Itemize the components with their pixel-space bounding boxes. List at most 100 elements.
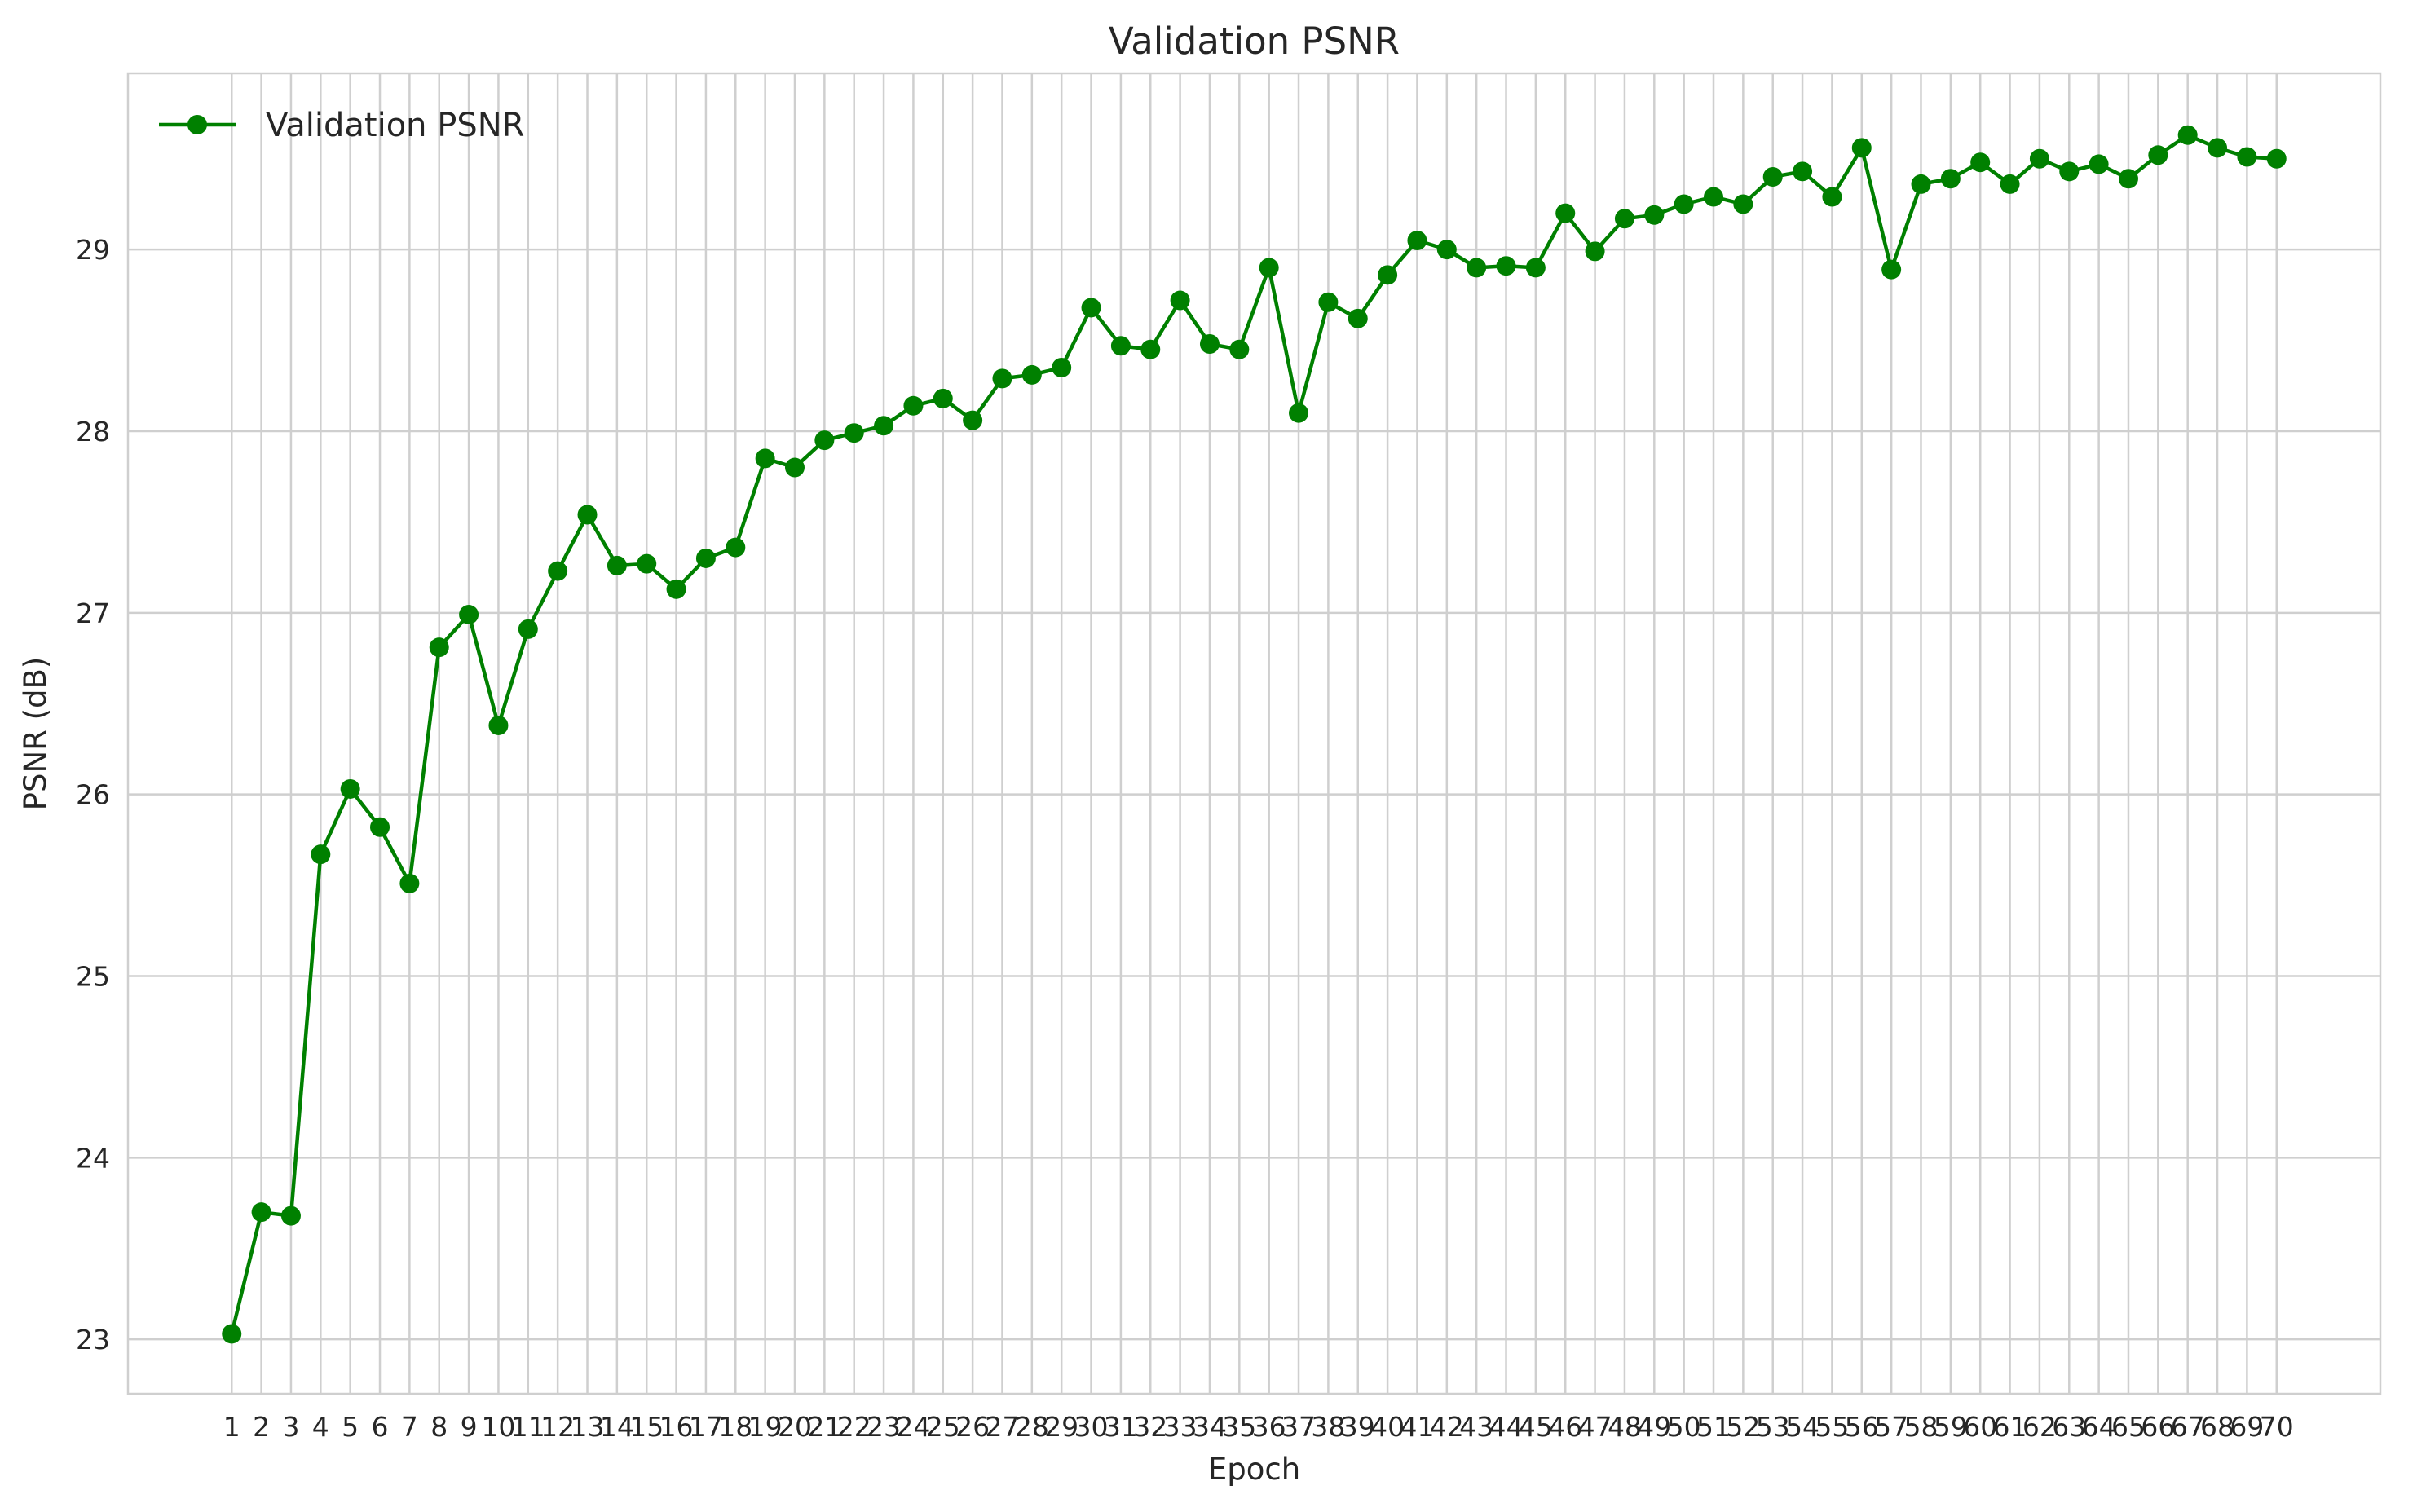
data-point [1348, 308, 1368, 328]
x-tick-label: 54 [1785, 1411, 1820, 1443]
data-point [488, 715, 509, 735]
data-point [666, 579, 686, 599]
x-tick-label: 50 [1667, 1411, 1701, 1443]
x-tick-label: 58 [1903, 1411, 1938, 1443]
x-tick-label: 15 [629, 1411, 664, 1443]
x-tick-label: 27 [985, 1411, 1019, 1443]
data-point [1289, 403, 1309, 423]
x-tick-label: 69 [2230, 1411, 2264, 1443]
data-point [518, 619, 538, 639]
data-point [2266, 148, 2287, 169]
x-tick-label: 34 [1193, 1411, 1227, 1443]
x-tick-label: 9 [461, 1411, 478, 1443]
y-tick-label: 27 [76, 597, 110, 629]
data-point [1318, 292, 1339, 312]
data-point [459, 605, 479, 625]
x-tick-label: 5 [342, 1411, 359, 1443]
x-tick-label: 43 [1459, 1411, 1493, 1443]
data-point [1052, 357, 1072, 377]
x-tick-label: 53 [1756, 1411, 1790, 1443]
x-tick-label: 37 [1281, 1411, 1316, 1443]
x-tick-label: 11 [511, 1411, 545, 1443]
x-tick-label: 19 [748, 1411, 783, 1443]
data-point [1170, 290, 1190, 311]
x-tick-label: 56 [1845, 1411, 1879, 1443]
chart-title: Validation PSNR [1109, 20, 1400, 63]
legend-marker-swatch [187, 115, 207, 134]
data-point [251, 1202, 271, 1223]
x-tick-label: 39 [1341, 1411, 1375, 1443]
data-point [1378, 265, 1398, 285]
x-tick-label: 63 [2052, 1411, 2086, 1443]
data-point [1021, 364, 1042, 385]
x-tick-label: 30 [1074, 1411, 1109, 1443]
x-tick-label: 66 [2141, 1411, 2175, 1443]
data-point [2208, 138, 2228, 158]
data-point [1259, 258, 1279, 278]
data-point [1555, 203, 1576, 223]
data-point [2029, 148, 2049, 169]
x-tick-label: 42 [1430, 1411, 1464, 1443]
x-tick-label: 48 [1608, 1411, 1642, 1443]
data-point [399, 873, 420, 893]
x-tick-label: 29 [1044, 1411, 1078, 1443]
data-point [606, 555, 627, 575]
data-point [814, 430, 835, 451]
x-tick-label: 25 [926, 1411, 960, 1443]
data-point [222, 1324, 242, 1344]
x-tick-label: 12 [540, 1411, 575, 1443]
x-tick-label: 17 [689, 1411, 723, 1443]
x-tick-label: 10 [481, 1411, 515, 1443]
data-point [1940, 169, 1961, 189]
data-point [429, 637, 449, 658]
y-axis-title: PSNR (dB) [18, 657, 53, 811]
data-point [903, 395, 924, 416]
data-point [1525, 258, 1546, 278]
data-point [1199, 334, 1220, 355]
x-tick-label: 46 [1548, 1411, 1582, 1443]
y-tick-label: 23 [76, 1324, 110, 1356]
x-tick-label: 55 [1815, 1411, 1849, 1443]
x-tick-label: 59 [1934, 1411, 1968, 1443]
x-tick-label: 68 [2200, 1411, 2234, 1443]
data-point [1467, 258, 1487, 278]
data-point [1140, 339, 1161, 359]
x-tick-label: 1 [223, 1411, 240, 1443]
x-tick-label: 23 [867, 1411, 901, 1443]
x-tick-label: 57 [1874, 1411, 1908, 1443]
data-point [784, 457, 805, 478]
x-tick-label: 7 [401, 1411, 418, 1443]
x-tick-label: 13 [571, 1411, 605, 1443]
y-tick-label: 29 [76, 234, 110, 266]
x-axis-title: Epoch [1208, 1452, 1300, 1487]
data-point [1793, 161, 1813, 182]
series-line [230, 133, 2277, 1335]
gridlines [128, 73, 2380, 1394]
x-tick-label: 32 [1133, 1411, 1167, 1443]
x-tick-label: 22 [837, 1411, 871, 1443]
data-point [370, 817, 390, 837]
x-tick-label: 47 [1578, 1411, 1612, 1443]
x-tick-label: 41 [1400, 1411, 1434, 1443]
data-point [1229, 339, 1250, 359]
data-point [1822, 187, 1842, 207]
x-tick-label: 16 [659, 1411, 694, 1443]
x-tick-label: 4 [312, 1411, 329, 1443]
x-tick-label: 40 [1370, 1411, 1405, 1443]
x-tick-label: 65 [2111, 1411, 2146, 1443]
data-point [2118, 169, 2138, 189]
x-tick-label: 28 [1015, 1411, 1049, 1443]
x-tick-label: 36 [1252, 1411, 1286, 1443]
data-point [1881, 259, 1902, 280]
legend: Validation PSNR [159, 107, 524, 144]
data-point [1407, 231, 1427, 251]
data-point [2237, 147, 2257, 167]
x-tick-label: 26 [955, 1411, 990, 1443]
x-tick-label: 44 [1489, 1411, 1524, 1443]
data-point [695, 548, 716, 568]
data-point [548, 561, 568, 581]
data-point [726, 537, 746, 558]
y-tick-label: 26 [76, 779, 110, 811]
data-point [963, 410, 983, 430]
data-point [874, 416, 894, 436]
